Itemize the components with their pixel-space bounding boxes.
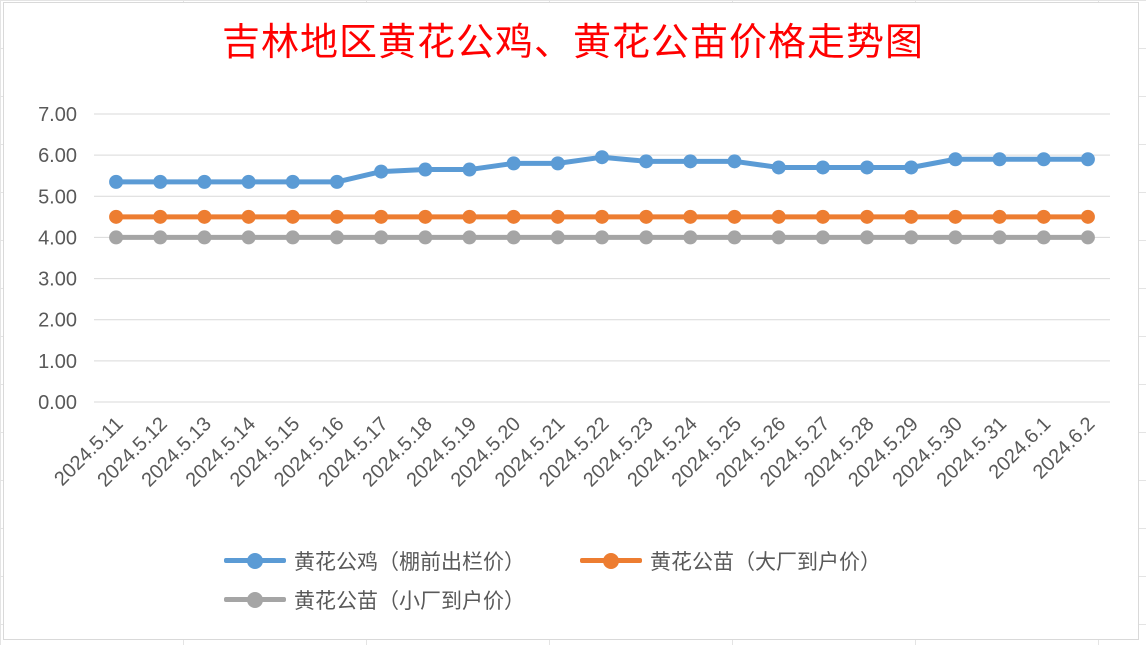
data-point-s1-19 <box>948 152 963 167</box>
y-tick-label-1: 1.00 <box>38 351 77 373</box>
legend-marker-1 <box>247 553 263 569</box>
data-point-s2-14 <box>727 209 742 224</box>
data-point-s1-14 <box>727 154 742 169</box>
data-point-s2-9 <box>506 209 521 224</box>
data-point-s1-1 <box>153 174 168 189</box>
data-point-s2-8 <box>462 209 477 224</box>
data-point-s3-6 <box>374 230 389 245</box>
data-point-s2-15 <box>771 209 786 224</box>
data-point-s1-3 <box>241 174 256 189</box>
data-point-s2-4 <box>285 209 300 224</box>
data-point-s1-13 <box>683 154 698 169</box>
data-point-s2-21 <box>1036 209 1051 224</box>
data-point-s3-12 <box>639 230 654 245</box>
legend-item-1: 黄花公鸡（棚前出栏价） <box>224 543 525 579</box>
data-point-s2-2 <box>197 209 212 224</box>
data-point-s2-3 <box>241 209 256 224</box>
chart-title: 吉林地区黄花公鸡、黄花公苗价格走势图 <box>221 20 924 64</box>
data-point-s1-8 <box>462 162 477 177</box>
data-point-s3-16 <box>815 230 830 245</box>
data-point-s3-3 <box>241 230 256 245</box>
data-point-s1-11 <box>595 150 609 165</box>
data-point-s3-1 <box>153 230 168 245</box>
data-point-s1-2 <box>197 174 212 189</box>
legend-marker-2 <box>603 553 619 569</box>
data-point-s3-13 <box>683 230 698 245</box>
data-point-s2-0 <box>109 209 124 224</box>
data-point-s3-21 <box>1036 230 1051 245</box>
y-tick-label-6: 6.00 <box>38 145 77 167</box>
data-point-s1-21 <box>1036 152 1051 167</box>
series-3 <box>109 230 1095 245</box>
legend-swatch-2 <box>580 543 642 579</box>
data-point-s2-7 <box>418 209 433 224</box>
data-point-s1-15 <box>771 160 786 175</box>
y-tick-label-4: 4.00 <box>38 227 77 249</box>
data-point-s1-12 <box>639 154 654 169</box>
data-point-s3-15 <box>771 230 786 245</box>
data-point-s1-7 <box>418 162 433 177</box>
data-point-s3-4 <box>285 230 300 245</box>
data-point-s1-4 <box>285 174 300 189</box>
data-point-s3-10 <box>550 230 565 245</box>
data-point-s2-10 <box>550 209 565 224</box>
data-point-s2-11 <box>595 209 609 224</box>
legend-label-1: 黄花公鸡（棚前出栏价） <box>294 550 525 574</box>
legend-item-3: 黄花公苗（小厂到户价） <box>224 582 525 618</box>
data-point-s3-2 <box>197 230 212 245</box>
legend-marker-3 <box>247 592 263 608</box>
data-point-s2-12 <box>639 209 654 224</box>
data-point-s1-22 <box>1080 152 1095 167</box>
data-point-s2-5 <box>329 209 344 224</box>
x-axis-tick-labels: 2024.5.112024.5.122024.5.132024.5.142024… <box>50 413 1099 491</box>
data-point-s2-6 <box>374 209 389 224</box>
chart-area[interactable] <box>3 2 1139 640</box>
data-point-s1-10 <box>550 156 565 171</box>
data-point-s3-22 <box>1080 230 1095 245</box>
data-point-s3-5 <box>329 230 344 245</box>
data-point-s1-18 <box>904 160 919 175</box>
data-point-s2-20 <box>992 209 1007 224</box>
series-2 <box>109 209 1095 224</box>
data-point-s3-20 <box>992 230 1007 245</box>
y-tick-label-0: 0.00 <box>38 392 77 414</box>
data-point-s1-16 <box>815 160 830 175</box>
data-point-s3-0 <box>109 230 124 245</box>
y-tick-label-3: 3.00 <box>38 269 77 291</box>
data-point-s3-9 <box>506 230 521 245</box>
data-point-s3-8 <box>462 230 477 245</box>
data-point-s1-9 <box>506 156 521 171</box>
y-tick-label-2: 2.00 <box>38 310 77 332</box>
data-point-s2-16 <box>815 209 830 224</box>
data-point-s3-17 <box>860 230 875 245</box>
data-point-s2-22 <box>1080 209 1095 224</box>
data-point-s2-17 <box>860 209 875 224</box>
data-point-s2-13 <box>683 209 698 224</box>
data-point-s2-18 <box>904 209 919 224</box>
data-point-s3-11 <box>595 230 609 245</box>
data-point-s2-19 <box>948 209 963 224</box>
data-point-s1-20 <box>992 152 1007 167</box>
legend-label-2: 黄花公苗（大厂到户价） <box>650 550 881 574</box>
data-point-s1-17 <box>860 160 875 175</box>
data-point-s2-1 <box>153 209 168 224</box>
legend-swatch-1 <box>224 543 286 579</box>
data-point-s1-5 <box>329 174 344 189</box>
series-lines <box>109 150 1095 245</box>
data-point-s3-18 <box>904 230 919 245</box>
data-point-s3-14 <box>727 230 742 245</box>
y-axis-tick-labels: 0.00 1.00 2.00 3.00 4.00 5.00 6.00 7.00 <box>38 104 77 414</box>
data-point-s1-0 <box>109 174 124 189</box>
data-point-s3-19 <box>948 230 963 245</box>
series-1 <box>109 150 1095 189</box>
legend-swatch-3 <box>224 582 286 618</box>
legend-item-2: 黄花公苗（大厂到户价） <box>580 543 881 579</box>
legend-label-3: 黄花公苗（小厂到户价） <box>294 589 525 613</box>
data-point-s1-6 <box>374 164 389 179</box>
y-tick-label-5: 5.00 <box>38 186 77 208</box>
data-point-s3-7 <box>418 230 433 245</box>
y-tick-label-7: 7.00 <box>38 104 77 126</box>
